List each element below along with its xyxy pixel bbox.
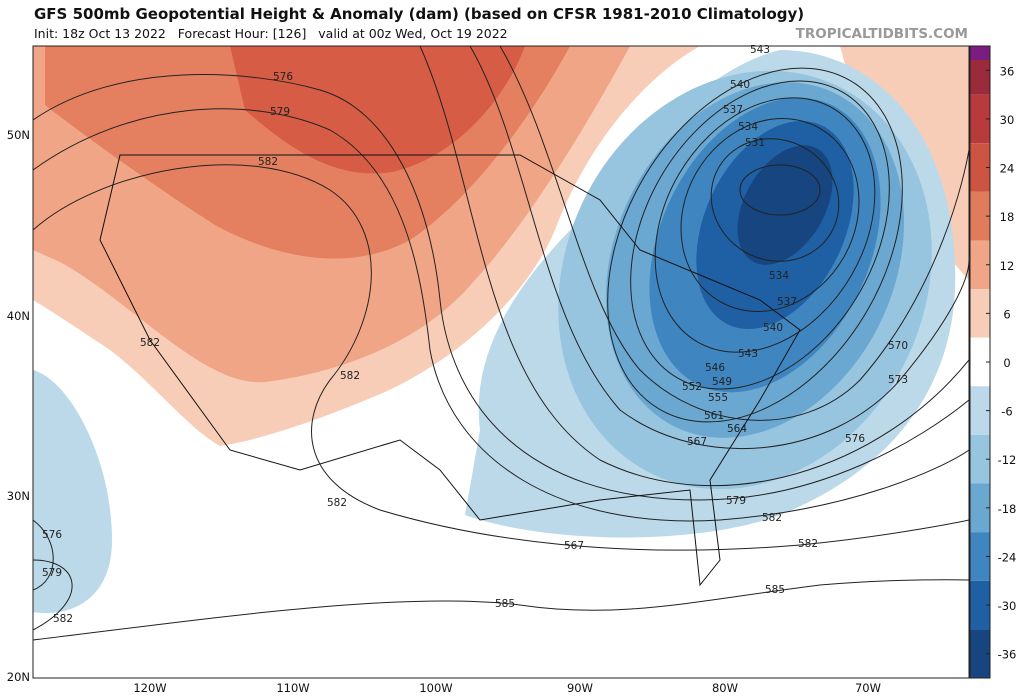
colorbar-segment (970, 629, 990, 678)
contour-label: 564 (727, 423, 747, 435)
country-outline (99, 154, 801, 587)
colorbar-segment (970, 94, 990, 144)
colorbar-label: 0 (1003, 356, 1010, 370)
lon-label: 80W (712, 681, 738, 695)
contour-label: 579 (42, 567, 62, 579)
contour-label: 576 (273, 71, 293, 83)
colorbar-label: -18 (998, 502, 1017, 516)
colorbar-segment (970, 434, 990, 484)
contour-label: 543 (750, 44, 770, 56)
contour-label: 555 (708, 392, 728, 404)
anomaly-warm (230, 46, 525, 174)
lat-label: 20N (7, 670, 30, 684)
contour-label: 537 (723, 104, 743, 116)
anomaly-cold (737, 145, 833, 265)
map-frame (32, 45, 970, 679)
colorbar-segment (970, 580, 990, 630)
colorbar-label: -24 (998, 550, 1017, 564)
contour-label: 585 (495, 598, 515, 610)
contour-label: 576 (845, 433, 865, 445)
colorbar-label: -12 (998, 453, 1017, 467)
colorbar-label: -30 (998, 599, 1017, 613)
contour-label: 582 (327, 497, 347, 509)
contour-label: 531 (745, 137, 765, 149)
contour-label: 579 (726, 495, 746, 507)
contour-label: 540 (730, 79, 750, 91)
contour-label: 537 (777, 296, 797, 308)
lat-label: 40N (7, 309, 30, 323)
colorbar-label: 24 (1000, 162, 1015, 176)
title: GFS 500mb Geopotential Height & Anomaly … (34, 5, 804, 23)
contour-label: 582 (798, 538, 818, 550)
colorbar-segment (970, 386, 990, 435)
colorbar-segment (970, 191, 990, 241)
contour-label: 579 (270, 106, 290, 118)
lon-label: 110W (276, 681, 309, 695)
contour-label: 549 (712, 376, 732, 388)
lon-label: 70W (855, 681, 881, 695)
contour-label: 570 (888, 340, 908, 352)
lon-label: 90W (567, 681, 593, 695)
subtitle: Init: 18z Oct 13 2022 Forecast Hour: [12… (34, 26, 508, 41)
contour-label: 576 (42, 529, 62, 541)
colorbar-label: -6 (1001, 405, 1012, 419)
contour-label: 546 (705, 362, 725, 374)
contour-label: 567 (687, 436, 707, 448)
colorbar-segment (970, 289, 990, 338)
colorbar-segment (970, 46, 990, 60)
contour-label: 582 (258, 156, 278, 168)
colorbar-label: 18 (1000, 210, 1015, 224)
colorbar-frame (969, 45, 991, 679)
contour-label: 534 (738, 121, 758, 133)
contour-label: 540 (763, 322, 783, 334)
contour-label: 561 (704, 410, 724, 422)
colorbar-label: 12 (1000, 259, 1015, 273)
lat-label: 50N (7, 128, 30, 142)
colorbar-segment (970, 240, 990, 290)
colorbar-segment (970, 483, 990, 533)
colorbar-segment (970, 143, 990, 192)
contour-label: 567 (564, 540, 584, 552)
contour-label: 534 (769, 270, 789, 282)
contour-label: 585 (765, 584, 785, 596)
colorbar-label: 30 (1000, 113, 1015, 127)
contour-label: 582 (53, 613, 73, 625)
colorbar-label: 36 (1000, 64, 1015, 78)
contour-label: 582 (340, 370, 360, 382)
colorbar-label: 6 (1003, 307, 1010, 321)
lon-label: 100W (419, 681, 452, 695)
map-area (33, 46, 969, 678)
contour-label: 543 (738, 348, 758, 360)
colorbar-segment (970, 337, 990, 387)
colorbar-segment (970, 532, 990, 581)
contour-label: 582 (762, 512, 782, 524)
lon-label: 120W (133, 681, 166, 695)
contour-label: 552 (682, 381, 702, 393)
contour-label: 573 (888, 374, 908, 386)
lat-label: 30N (7, 489, 30, 503)
colorbar-label: -36 (998, 648, 1017, 662)
height-contours (33, 46, 969, 641)
contour-label: 582 (140, 337, 160, 349)
site-credit: TROPICALTIDBITS.COM (796, 26, 968, 42)
